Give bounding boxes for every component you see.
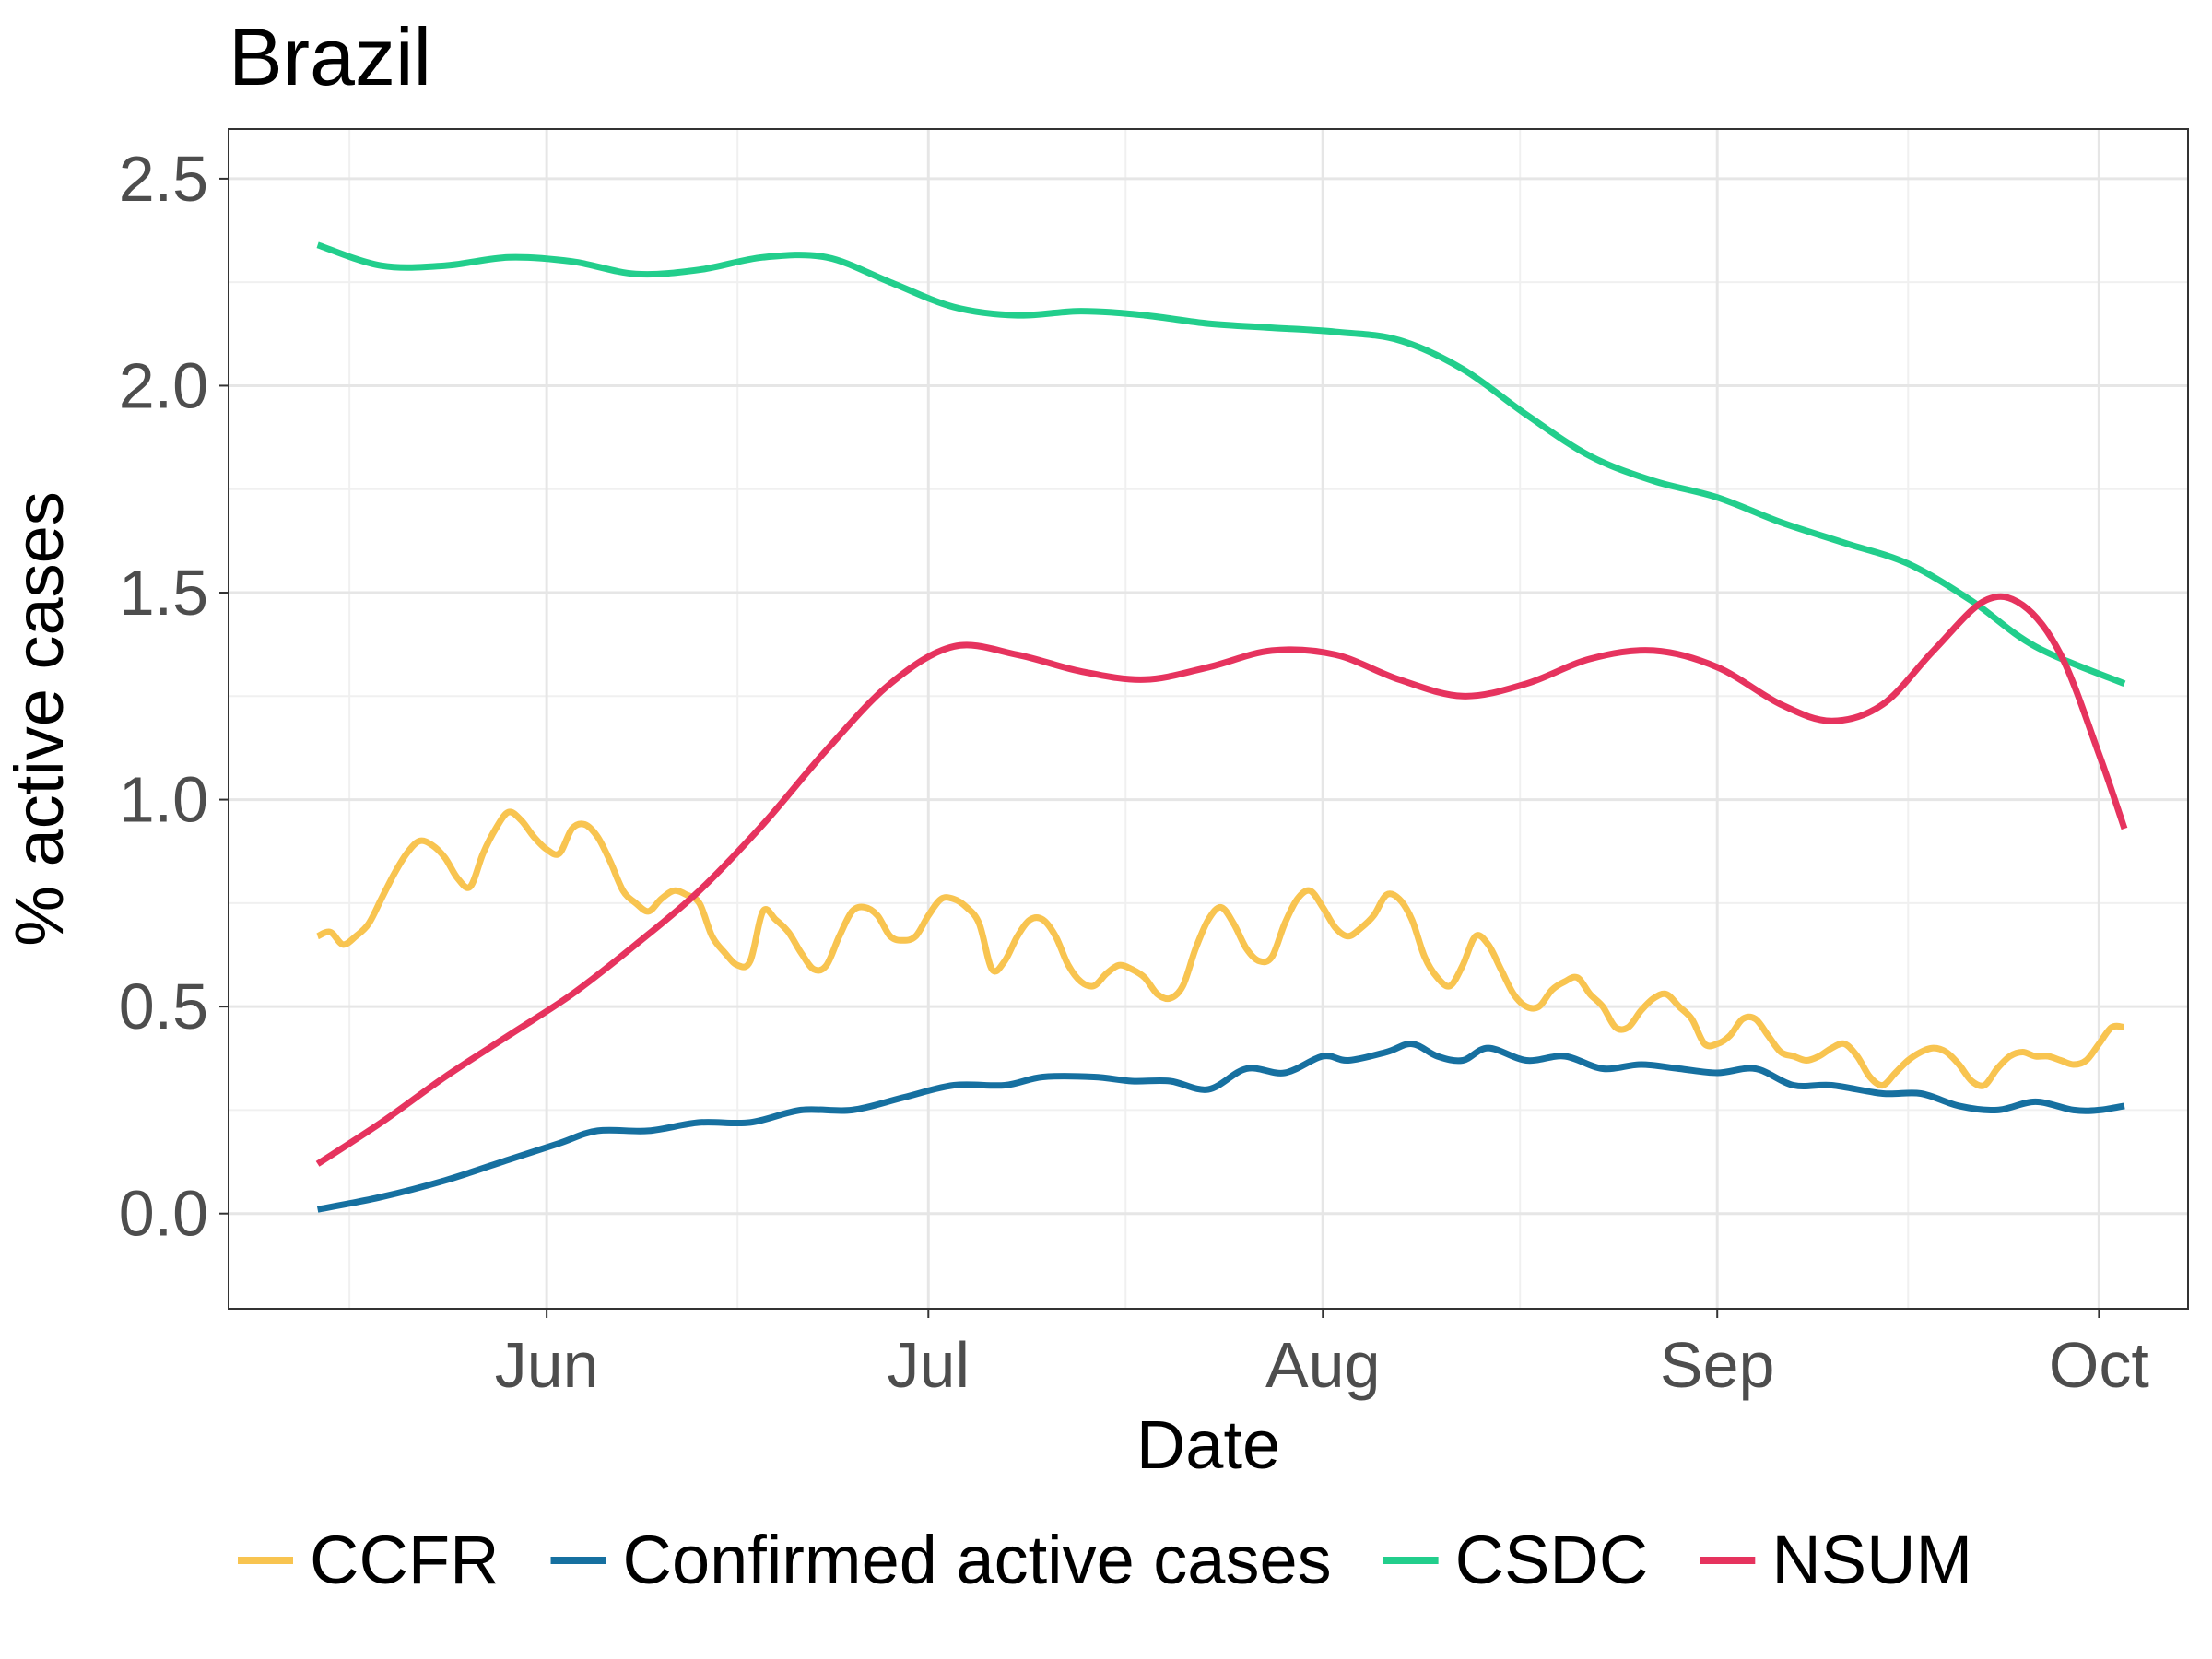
x-axis: Jun Jul Aug Sep Oct <box>495 1309 2149 1401</box>
grid-lines <box>229 129 2188 1309</box>
series-line-nsum <box>315 593 2128 1167</box>
y-tick-label: 0.0 <box>119 1178 208 1250</box>
y-axis-title: % active cases <box>1 491 77 947</box>
plot-border <box>228 128 2189 1310</box>
legend-label-nsum: NSUM <box>1771 1522 1972 1598</box>
series-line-csdc <box>316 241 2126 688</box>
legend-label-ccfr: CCFR <box>310 1522 500 1598</box>
series-lines <box>315 241 2128 1213</box>
series-line-confirmed-active-cases <box>316 1041 2125 1213</box>
x-tick-label: Jun <box>495 1329 599 1401</box>
legend-label-confirmed-active-cases: Confirmed active cases <box>623 1522 1332 1598</box>
chart-title: Brazil <box>229 11 431 102</box>
x-tick-label: Sep <box>1660 1329 1775 1401</box>
y-tick-label: 1.0 <box>119 764 208 836</box>
legend: CCFR Confirmed active cases CSDC NSUM <box>238 1522 1972 1598</box>
y-tick-label: 2.0 <box>119 349 208 421</box>
y-tick-label: 0.5 <box>119 971 208 1042</box>
x-tick-label: Oct <box>2049 1329 2149 1401</box>
x-axis-title: Date <box>1136 1406 1280 1483</box>
plot-panel <box>229 129 2188 1309</box>
y-tick-label: 2.5 <box>119 143 208 215</box>
x-tick-label: Aug <box>1265 1329 1381 1401</box>
series-line-ccfr <box>316 808 2125 1089</box>
y-axis: 0.0 0.5 1.0 1.5 2.0 2.5 <box>119 143 229 1250</box>
y-tick-label: 1.5 <box>119 557 208 629</box>
legend-label-csdc: CSDC <box>1455 1522 1649 1598</box>
x-tick-label: Jul <box>888 1329 970 1401</box>
